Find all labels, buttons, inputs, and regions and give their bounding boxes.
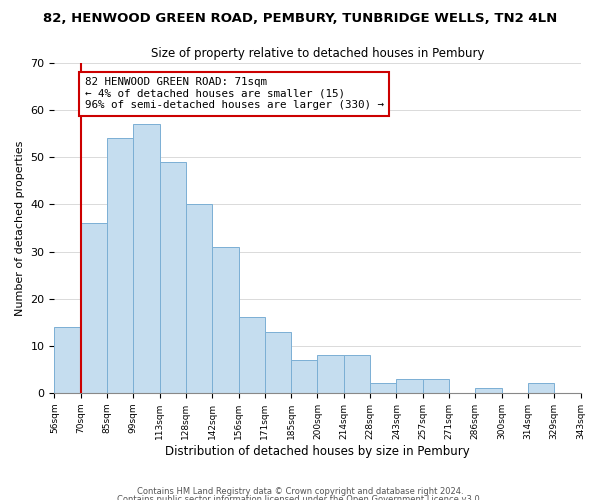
Bar: [317, 355, 344, 393]
Text: Contains HM Land Registry data © Crown copyright and database right 2024.: Contains HM Land Registry data © Crown c…: [137, 488, 463, 496]
Bar: [528, 384, 554, 393]
Bar: [133, 124, 160, 393]
Bar: [265, 332, 291, 393]
Bar: [475, 388, 502, 393]
Bar: [107, 138, 133, 393]
Bar: [55, 327, 81, 393]
Bar: [212, 247, 239, 393]
Bar: [344, 355, 370, 393]
Bar: [160, 162, 186, 393]
Bar: [422, 378, 449, 393]
Y-axis label: Number of detached properties: Number of detached properties: [15, 140, 25, 316]
Bar: [291, 360, 317, 393]
Bar: [186, 204, 212, 393]
Text: 82, HENWOOD GREEN ROAD, PEMBURY, TUNBRIDGE WELLS, TN2 4LN: 82, HENWOOD GREEN ROAD, PEMBURY, TUNBRID…: [43, 12, 557, 26]
X-axis label: Distribution of detached houses by size in Pembury: Distribution of detached houses by size …: [165, 444, 470, 458]
Bar: [81, 223, 107, 393]
Bar: [370, 384, 397, 393]
Text: Contains public sector information licensed under the Open Government Licence v3: Contains public sector information licen…: [118, 495, 482, 500]
Bar: [239, 318, 265, 393]
Text: 82 HENWOOD GREEN ROAD: 71sqm
← 4% of detached houses are smaller (15)
96% of sem: 82 HENWOOD GREEN ROAD: 71sqm ← 4% of det…: [85, 77, 383, 110]
Title: Size of property relative to detached houses in Pembury: Size of property relative to detached ho…: [151, 48, 484, 60]
Bar: [397, 378, 422, 393]
